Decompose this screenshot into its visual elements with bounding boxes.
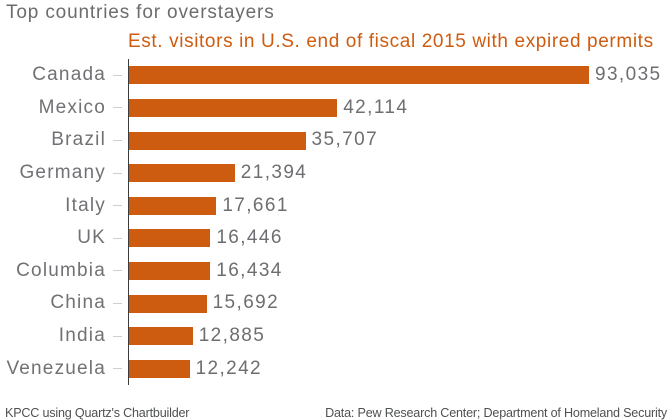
category-label: Brazil [51, 129, 106, 151]
bar [129, 196, 217, 215]
category-tick [112, 205, 122, 207]
bar [129, 261, 211, 280]
value-label: 16,446 [216, 227, 283, 249]
value-label: 42,114 [343, 96, 409, 118]
category-tick [112, 368, 122, 370]
category-label: India [58, 324, 106, 346]
category-label: Venezuela [6, 357, 106, 379]
bar [129, 359, 190, 378]
value-label: 17,661 [222, 194, 289, 216]
y-axis-line [127, 59, 130, 385]
category-label: UK [77, 227, 106, 249]
value-label: 12,242 [195, 357, 263, 379]
value-label: 12,885 [198, 324, 266, 346]
value-label: 35,707 [311, 129, 379, 151]
category-tick [112, 139, 122, 142]
value-label: 93,035 [595, 64, 662, 86]
category-label: Canada [32, 64, 106, 86]
category-tick [112, 172, 122, 174]
category-label: Mexico [38, 96, 106, 118]
chart-title: Top countries for overstayers [6, 1, 275, 23]
category-label: Columbia [16, 259, 106, 281]
value-label: 15,692 [212, 292, 280, 314]
credit-text: KPCC using Quartz's Chartbuilder [5, 406, 190, 420]
bar [129, 98, 338, 117]
category-tick [112, 107, 122, 109]
source-text: Data: Pew Research Center; Department of… [325, 406, 667, 420]
category-tick [112, 302, 122, 305]
value-label: 16,434 [216, 259, 283, 281]
chart-legend: Est. visitors in U.S. end of fiscal 2015… [128, 31, 654, 52]
category-tick [112, 335, 122, 337]
category-label: Italy [65, 194, 106, 216]
bar [129, 294, 207, 313]
value-label: 21,394 [240, 161, 308, 183]
bar [129, 164, 235, 183]
category-label: China [50, 292, 106, 314]
category-tick [112, 237, 122, 239]
bar [129, 66, 589, 85]
category-tick [112, 270, 122, 272]
category-label: Germany [19, 161, 106, 183]
bar [129, 131, 306, 150]
bar [129, 229, 211, 248]
bar [129, 327, 193, 346]
category-tick [112, 74, 122, 76]
